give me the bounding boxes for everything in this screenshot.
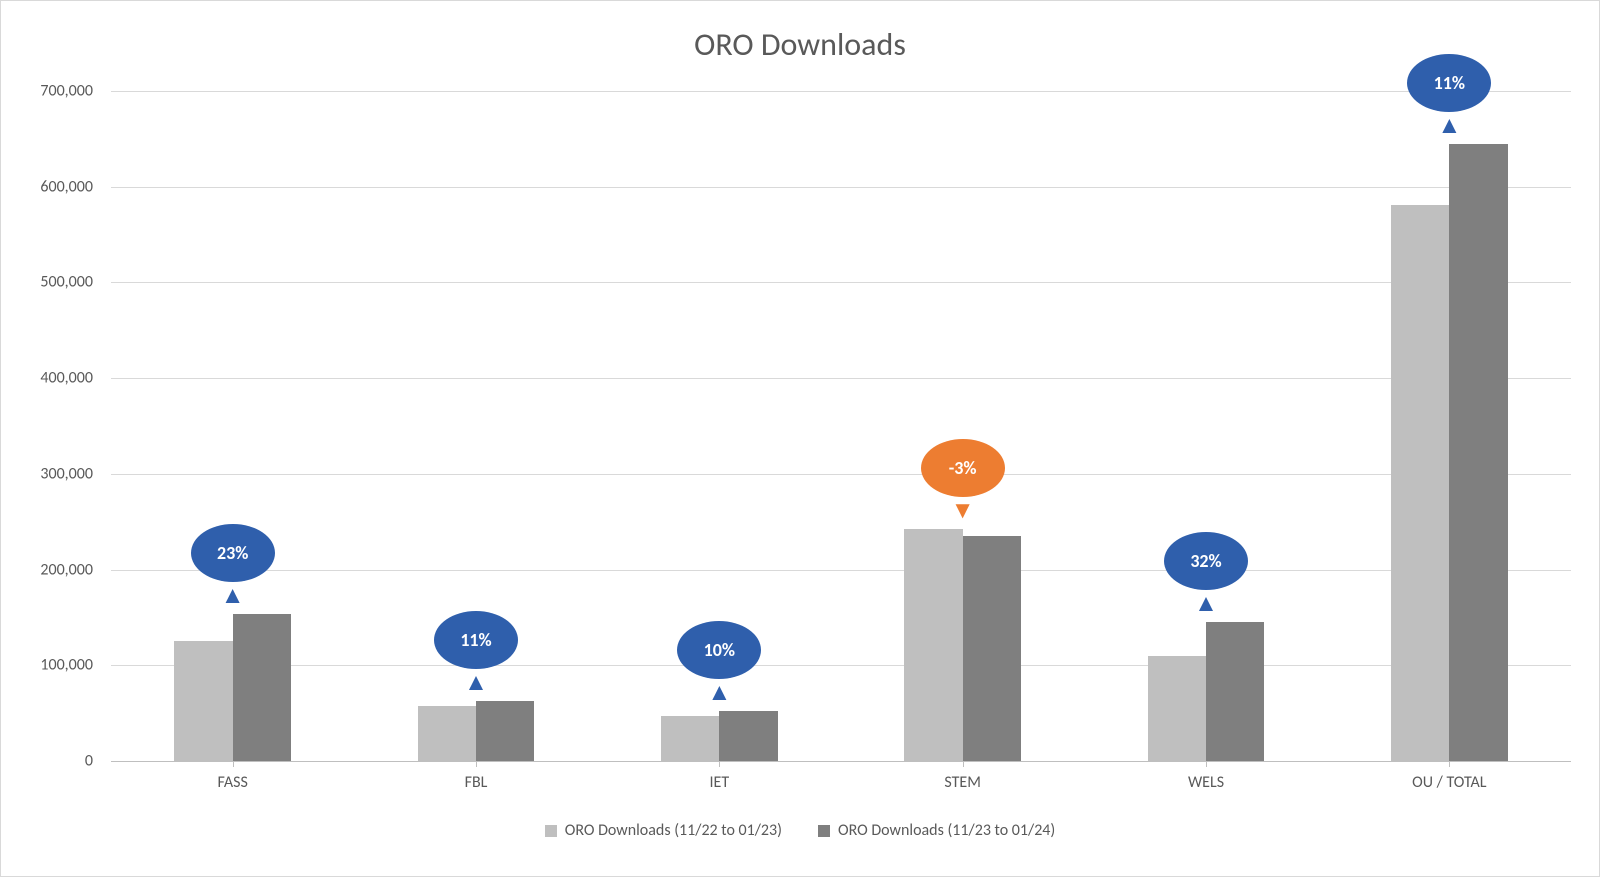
legend-item: ORO Downloads (11/23 to 01/24) xyxy=(818,821,1055,840)
triangle-down-icon: ▼ xyxy=(951,499,975,523)
x-tick-mark xyxy=(719,761,720,767)
triangle-up-icon: ▲ xyxy=(1437,114,1461,138)
bar xyxy=(418,706,476,761)
y-tick-label: 400,000 xyxy=(40,369,93,388)
callout: 23%▲ xyxy=(191,524,275,608)
x-tick-label: IET xyxy=(710,773,730,792)
callout-bubble: 10% xyxy=(677,621,761,679)
plot-area: FASSFBLIETSTEMWELSOU / TOTAL23%▲11%▲10%▲… xyxy=(111,91,1571,761)
chart-container: ORO Downloads 0 100,000 200,000 300,000 400,… xyxy=(0,0,1600,877)
callout: -3%▼ xyxy=(921,439,1005,523)
callout: 32%▲ xyxy=(1164,532,1248,616)
gridline xyxy=(111,91,1571,92)
bar xyxy=(1391,205,1449,761)
y-tick-label: 200,000 xyxy=(40,560,93,579)
triangle-up-icon: ▲ xyxy=(1194,592,1218,616)
gridline xyxy=(111,282,1571,283)
y-tick-label: 100,000 xyxy=(40,656,93,675)
bar xyxy=(174,641,232,761)
bar xyxy=(1449,144,1507,761)
callout-bubble: 11% xyxy=(434,611,518,669)
x-tick-mark xyxy=(233,761,234,767)
gridline xyxy=(111,378,1571,379)
triangle-up-icon: ▲ xyxy=(221,584,245,608)
gridline xyxy=(111,665,1571,666)
bar xyxy=(1206,622,1264,761)
bar xyxy=(233,614,291,761)
bar xyxy=(476,701,534,761)
y-axis: 0100,000200,000300,000400,000500,000600,… xyxy=(1,91,101,761)
bar xyxy=(904,529,962,761)
gridline xyxy=(111,187,1571,188)
y-tick-label: 300,000 xyxy=(40,464,93,483)
x-tick-label: STEM xyxy=(944,773,981,792)
callout: 11%▲ xyxy=(434,611,518,695)
callout: 10%▲ xyxy=(677,621,761,705)
legend-label: ORO Downloads (11/23 to 01/24) xyxy=(838,821,1055,840)
callout-bubble: 11% xyxy=(1407,54,1491,112)
legend-item: ORO Downloads (11/22 to 01/23) xyxy=(545,821,782,840)
x-tick-mark xyxy=(1449,761,1450,767)
x-tick-mark xyxy=(1206,761,1207,767)
x-tick-label: WELS xyxy=(1188,773,1224,792)
y-tick-label: 600,000 xyxy=(40,177,93,196)
triangle-up-icon: ▲ xyxy=(464,671,488,695)
y-tick-label: 700,000 xyxy=(40,82,93,101)
bar xyxy=(1148,656,1206,761)
legend: ORO Downloads (11/22 to 01/23) ORO Downlo… xyxy=(1,821,1599,842)
x-tick-mark xyxy=(476,761,477,767)
bar xyxy=(963,536,1021,761)
triangle-up-icon: ▲ xyxy=(707,681,731,705)
callout: 11%▲ xyxy=(1407,54,1491,138)
legend-swatch xyxy=(818,825,830,837)
callout-bubble: 32% xyxy=(1164,532,1248,590)
x-tick-label: FASS xyxy=(217,773,247,792)
y-tick-label: 0 xyxy=(85,752,93,771)
gridline xyxy=(111,474,1571,475)
chart-title: ORO Downloads xyxy=(1,1,1599,64)
callout-bubble: -3% xyxy=(921,439,1005,497)
x-axis-baseline xyxy=(111,761,1571,762)
x-tick-label: OU / TOTAL xyxy=(1412,773,1486,792)
gridline xyxy=(111,570,1571,571)
x-tick-label: FBL xyxy=(465,773,488,792)
legend-label: ORO Downloads (11/22 to 01/23) xyxy=(565,821,782,840)
y-tick-label: 500,000 xyxy=(40,273,93,292)
x-tick-mark xyxy=(963,761,964,767)
callout-bubble: 23% xyxy=(191,524,275,582)
legend-swatch xyxy=(545,825,557,837)
bar xyxy=(661,716,719,761)
bar xyxy=(719,711,777,761)
